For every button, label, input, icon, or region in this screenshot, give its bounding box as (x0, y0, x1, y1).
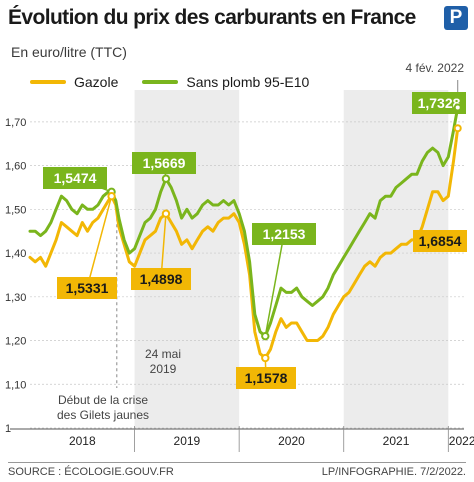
callout-box (57, 277, 117, 299)
y-tick-label: 1,70 (5, 117, 26, 129)
source-text: SOURCE : ÉCOLOGIE.GOUV.FR (8, 466, 174, 478)
callout-stem (86, 196, 113, 289)
legend-label-sp95: Sans plomb 95-E10 (186, 74, 310, 90)
callout-value: 1,1578 (245, 370, 288, 386)
callout-box (413, 230, 467, 252)
callout-dot (161, 209, 171, 218)
callout-box (412, 92, 466, 114)
callout-box (131, 268, 191, 290)
parisien-logo: P (444, 6, 468, 30)
annotation-24mai-line2: 2019 (150, 362, 177, 376)
annotation-24mai-line1: 24 mai (145, 347, 181, 361)
x-tick-label: 2020 (278, 434, 305, 448)
final-point-gazole (453, 124, 462, 133)
callout-dot (261, 331, 270, 341)
y-tick-label: 1,40 (5, 248, 26, 260)
series-line-gazole (28, 126, 460, 360)
y-tick-label: 1,30 (5, 292, 26, 304)
legend-swatch-sp95 (142, 80, 179, 84)
callout-dot (161, 174, 171, 183)
callout-dot (261, 353, 270, 363)
callout-stem (264, 233, 285, 337)
x-tick-label: 2018 (69, 434, 96, 448)
callout-value: 1,5331 (66, 280, 109, 296)
legend-item-gazole: Gazole (30, 74, 118, 90)
annotation-gilets-line2: des Gilets jaunes (57, 408, 149, 422)
year-band-0 (134, 90, 240, 428)
callout-box (236, 367, 296, 389)
x-tick-label: 2021 (383, 434, 410, 448)
callout-value: 1,5669 (143, 155, 186, 171)
y-tick-label: 1,50 (5, 204, 26, 216)
x-tick-label: 2022 (449, 434, 474, 448)
x-tick-label: 2019 (174, 434, 201, 448)
callout-value: 1,7328 (418, 95, 461, 111)
year-band-1 (343, 90, 449, 428)
final-point-sp95 (453, 103, 462, 112)
chart-subtitle: En euro/litre (TTC) (11, 44, 127, 60)
callout-box (132, 152, 196, 174)
series-line-sp95 (28, 106, 460, 338)
chart-footer: SOURCE : ÉCOLOGIE.GOUV.FR LP/INFOGRAPHIE… (8, 462, 466, 478)
annotation-date: 4 fév. 2022 (406, 61, 465, 75)
callout-value: 1,4898 (140, 271, 183, 287)
credit-text: LP/INFOGRAPHIE. 7/2/2022. (321, 466, 466, 478)
callout-value: 1,5474 (54, 170, 97, 186)
y-tick-label: 1,60 (5, 161, 26, 173)
y-tick-label: 1,10 (5, 379, 26, 391)
y-tick-label: 1 (5, 423, 11, 435)
callout-value: 1,6854 (419, 233, 462, 249)
callout-dot (107, 192, 116, 201)
chart-title: Évolution du prix des carburants en Fran… (8, 6, 416, 29)
legend-item-sp95: Sans plomb 95-E10 (142, 74, 309, 90)
annotation-gilets-line1: Début de la crise (58, 393, 148, 407)
callout-box (43, 167, 107, 189)
callout-box (252, 223, 316, 245)
legend-swatch-gazole (30, 80, 66, 84)
chart-legend: Gazole Sans plomb 95-E10 (30, 74, 333, 90)
callout-value: 1,2153 (263, 226, 306, 242)
y-tick-label: 1,20 (5, 336, 26, 348)
legend-label-gazole: Gazole (74, 74, 119, 90)
